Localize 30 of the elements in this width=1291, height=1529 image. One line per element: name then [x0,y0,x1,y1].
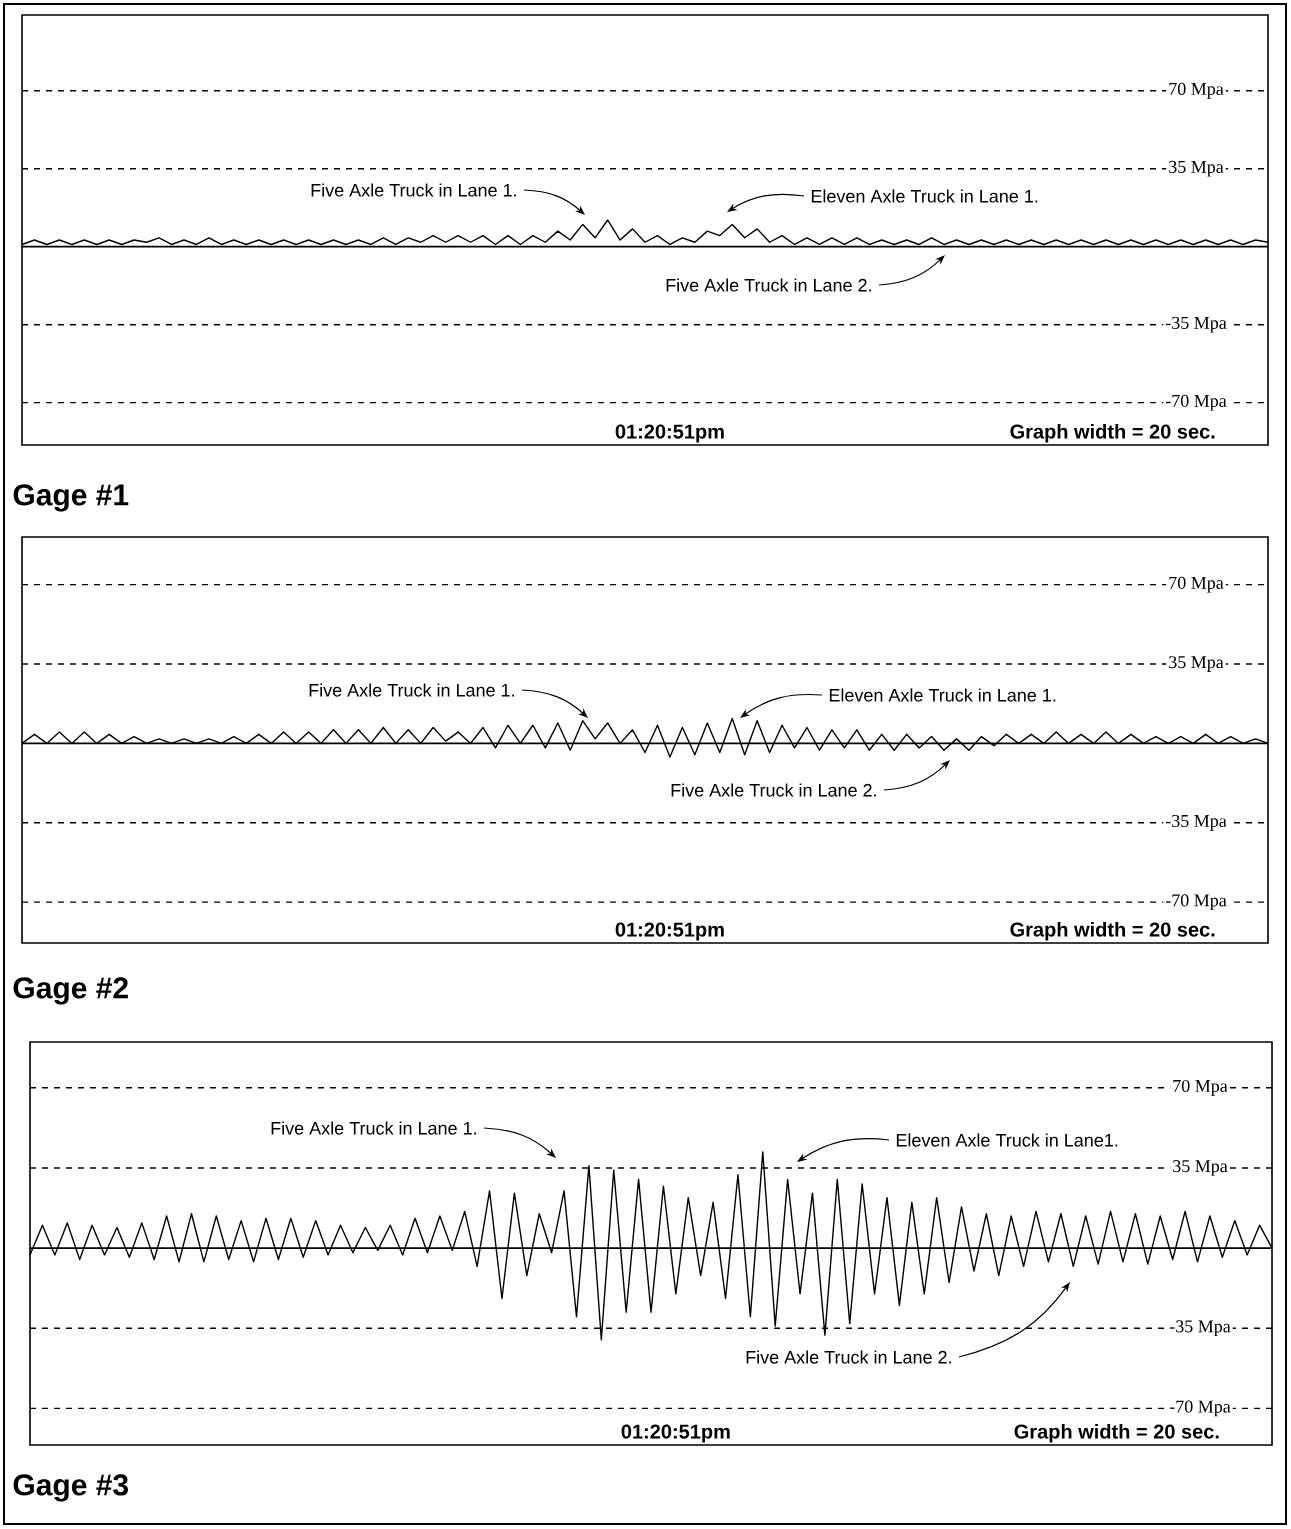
annotation: Five Axle Truck in Lane 1. [309,683,514,697]
annotation: Eleven Axle Truck in Lane 1. [811,189,1038,203]
y-tick-label: -35 Mpa [1169,1320,1231,1337]
annotation: Eleven Axle Truck in Lane 1. [829,688,1056,702]
y-tick-label: -35 Mpa [1165,814,1227,831]
y-tick-label: -35 Mpa [1165,316,1227,333]
text: Gage #3 [13,1474,129,1502]
y-tick-label: 70 Mpa [1169,82,1224,99]
annotation: 01:20:51pm [615,424,724,443]
annotation: Five Axle Truck in Lane 2. [671,783,876,797]
annotation: Graph width = 20 sec. [1014,1423,1219,1443]
annotation: Five Axle Truck in Lane 2. [746,1350,951,1364]
y-tick-label: -70 Mpa [1165,394,1227,411]
y-tick-label: 70 Mpa [1169,576,1224,593]
text: Gage #2 [13,977,128,1005]
annotation: Five Axle Truck in Lane 1. [271,1121,476,1135]
y-tick-label: 70 Mpa [1173,1079,1228,1096]
y-tick-label: 35 Mpa [1169,656,1224,672]
y-tick-label: -70 Mpa [1169,1400,1231,1417]
annotation: 01:20:51pm [621,1424,730,1443]
annotation: Five Axle Truck in Lane 1. [311,183,516,197]
y-tick-label: -70 Mpa [1165,894,1227,911]
annotation: Graph width = 20 sec. [1010,921,1215,941]
annotation: 01:20:51pm [615,922,724,941]
y-tick-label: 35 Mpa [1169,160,1224,177]
annotation: Five Axle Truck in Lane 2. [666,278,871,292]
y-tick-label: 35 Mpa [1173,1160,1228,1176]
text: Gage #1 [13,484,129,512]
annotation: Graph width = 20 sec. [1010,423,1215,443]
annotation: Eleven Axle Truck in Lane1. [896,1133,1118,1147]
